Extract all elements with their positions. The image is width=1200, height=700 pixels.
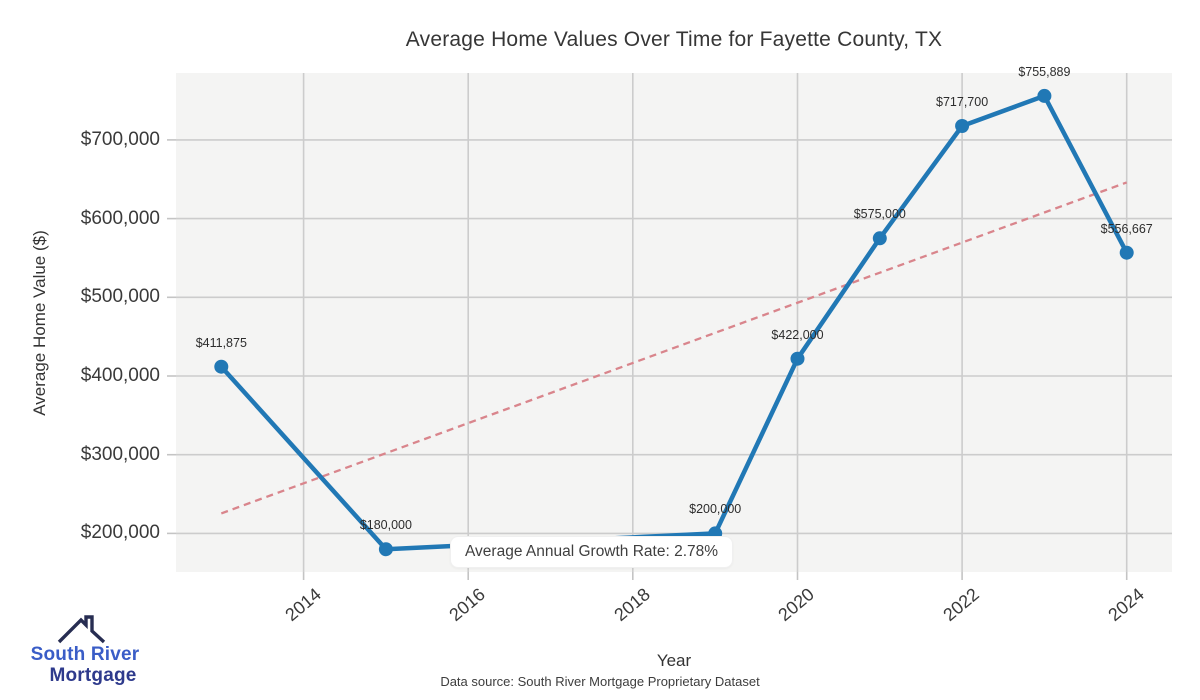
data-point [955, 119, 970, 133]
y-tick-label: $600,000 [80, 207, 160, 229]
data-source-footer: Data source: South River Mortgage Propri… [440, 674, 760, 689]
growth-rate-annotation: Average Annual Growth Rate: 2.78% [450, 536, 734, 568]
home-value-line [219, 93, 1129, 552]
data-point [872, 231, 887, 246]
data-point [1037, 88, 1052, 103]
point-value-label: $717,700 [936, 95, 989, 109]
data-point [1119, 245, 1134, 260]
y-tick-label: $200,000 [80, 522, 160, 544]
y-axis-title: Average Home Value ($) [30, 230, 49, 416]
plot-area: $411,875 $180,000 $200,000 $422,000 $575,000… [167, 65, 1172, 580]
chart-title: Average Home Values Over Time for Fayett… [405, 28, 943, 51]
south-river-mortgage-logo: South River Mortgage [20, 612, 150, 687]
data-point [378, 542, 393, 557]
data-point [790, 351, 805, 366]
point-value-label: $556,667 [1100, 221, 1153, 236]
point-value-label: $411,875 [195, 335, 247, 350]
chart-canvas [167, 73, 1172, 580]
logo-text-mortgage: Mortgage [49, 665, 137, 686]
point-value-label: $200,000 [689, 502, 742, 517]
y-tick-label: $500,000 [80, 286, 160, 308]
y-tick-label: $700,000 [80, 128, 160, 150]
x-axis-title: Year [656, 651, 692, 670]
logo-text-south-river: South River [30, 644, 140, 665]
point-value-label: $755,889 [1018, 64, 1071, 79]
data-point [214, 359, 229, 374]
point-value-label: $422,000 [771, 327, 824, 342]
roof-with-chimney-icon [57, 615, 106, 644]
trend-line [220, 181, 1128, 515]
y-tick-label: $400,000 [80, 365, 160, 386]
y-tick-label: $300,000 [80, 443, 160, 465]
point-value-label: $180,000 [359, 518, 412, 533]
point-value-label: $575,000 [853, 207, 906, 222]
